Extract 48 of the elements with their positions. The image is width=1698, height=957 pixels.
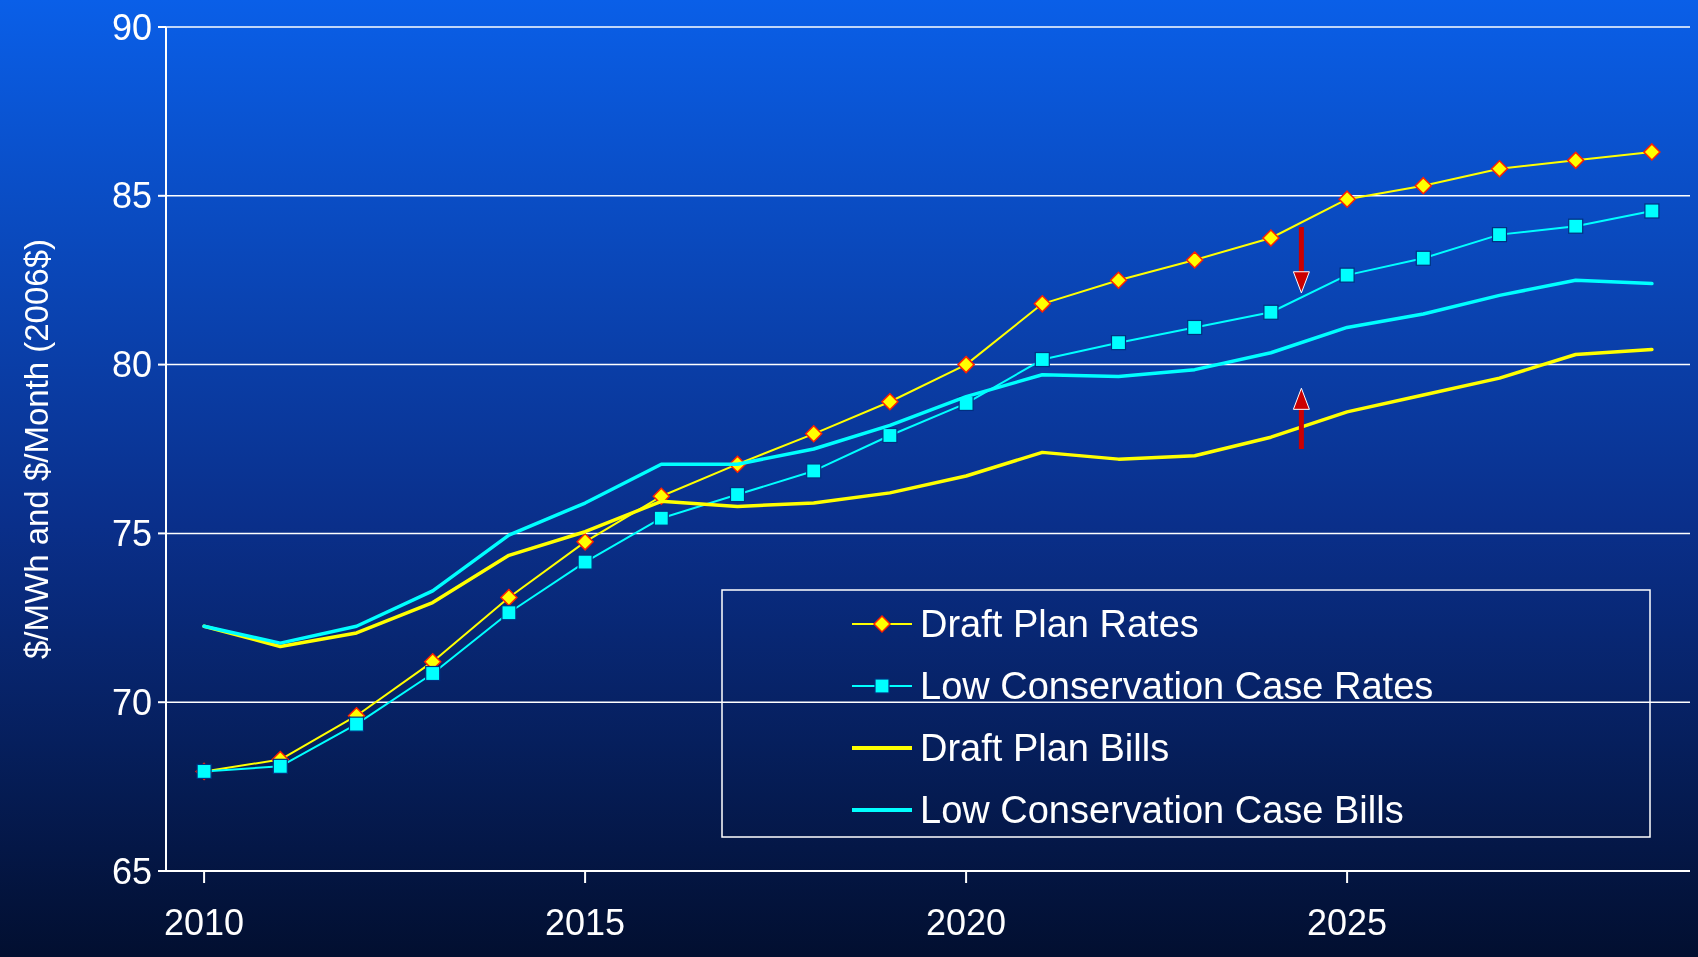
x-tick-label: 2010 <box>164 902 245 943</box>
point <box>1568 218 1584 234</box>
point <box>653 510 669 526</box>
point <box>1109 271 1128 289</box>
point <box>881 392 899 411</box>
point <box>1339 267 1355 283</box>
y-tick-label: 70 <box>111 681 152 723</box>
y-axis-title: $/MWh and $/Month (2006$) <box>18 238 55 660</box>
y-tick-label: 90 <box>111 6 152 48</box>
legend-label: Draft Plan Rates <box>920 603 1199 646</box>
point <box>1338 190 1356 208</box>
x-tick-label: 2015 <box>545 902 626 943</box>
point <box>577 554 593 570</box>
point <box>500 588 518 607</box>
point <box>1415 250 1431 266</box>
point <box>425 665 441 682</box>
y-tick-label: 80 <box>111 344 152 386</box>
point <box>652 487 671 506</box>
point <box>576 533 594 551</box>
legend-label: Draft Plan Bills <box>920 727 1170 770</box>
point <box>1033 295 1052 313</box>
point <box>1490 160 1509 178</box>
y-tick-label: 85 <box>111 175 152 217</box>
point <box>1110 335 1127 351</box>
point <box>882 427 898 444</box>
point <box>348 716 365 732</box>
x-tick-label: 2025 <box>1307 902 1388 943</box>
point <box>804 425 823 443</box>
point <box>272 758 288 774</box>
point <box>1262 229 1280 247</box>
legend-label: Low Conservation Case Rates <box>920 665 1434 708</box>
legend-label: Low Conservation Case Bills <box>920 789 1404 832</box>
y-tick-label: 65 <box>111 850 152 892</box>
point <box>1185 251 1204 269</box>
y-tick-label: 75 <box>111 513 152 554</box>
point <box>1034 351 1050 368</box>
point <box>1263 304 1279 320</box>
point <box>1566 151 1585 170</box>
point <box>1643 143 1661 161</box>
point <box>1491 227 1508 243</box>
point <box>1644 203 1660 219</box>
point <box>1187 319 1203 336</box>
point <box>729 486 746 503</box>
x-tick-label: 2020 <box>926 902 1007 943</box>
point <box>957 355 975 374</box>
point <box>806 463 822 479</box>
point <box>1414 176 1433 195</box>
point <box>501 605 517 621</box>
